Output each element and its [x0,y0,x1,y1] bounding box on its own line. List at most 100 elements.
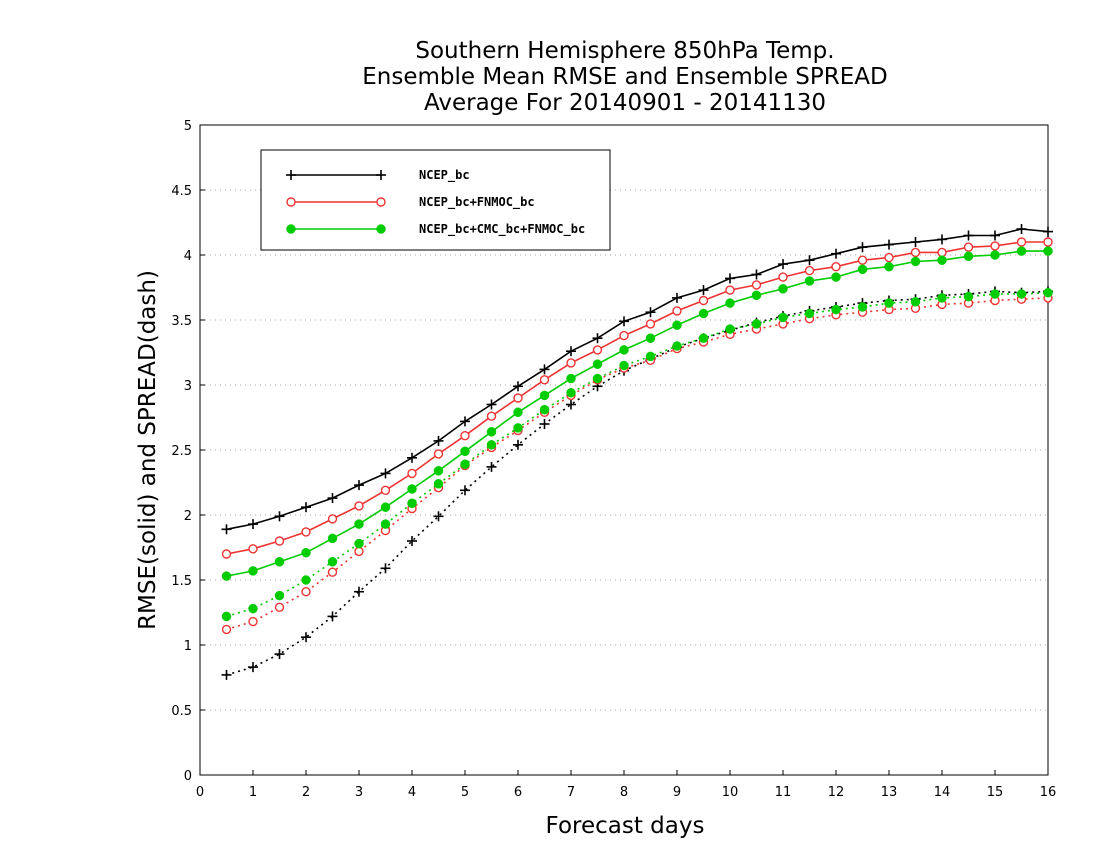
series-ncep-bc-cmc-bc-fnmoc-bc-spread-point [433,479,444,489]
x-tick-label: 16 [1040,785,1057,800]
series-ncep-bc-spread-point [433,511,444,522]
series-ncep-bc-spread-point [327,611,338,622]
series-ncep-bc-spread-point [486,461,497,472]
series-ncep-bc-fnmoc-bc-rmse-point [566,358,576,368]
series-ncep-bc-fnmoc-bc-rmse-point [751,280,762,290]
y-tick-label: 1 [184,639,192,654]
series-ncep-bc-fnmoc-bc-rmse-point [910,247,921,258]
x-tick-label: 0 [196,785,204,800]
series-ncep-bc-cmc-bc-fnmoc-bc-rmse-point [937,255,947,265]
x-axis-ticks: 0 1 2 3 4 5 6 7 8 9 10 11 12 13 14 15 16 [196,770,1056,800]
series-ncep-bc-cmc-bc-fnmoc-bc-spread-point [831,304,841,315]
series-ncep-bc-cmc-bc-fnmoc-bc-spread-point [486,440,497,450]
series-ncep-bc-spread-point [566,399,576,410]
series-ncep-bc-cmc-bc-fnmoc-bc-spread-point [778,312,788,323]
series-ncep-bc-fnmoc-bc-rmse-point [778,272,788,282]
x-tick-label: 13 [881,785,898,800]
series-ncep-bc-spread-point [513,439,523,450]
series-ncep-bc-fnmoc-bc-spread-point [248,616,258,627]
series-ncep-bc-rmse-point [804,255,815,266]
x-tick-label: 2 [302,785,310,800]
series-ncep-bc-cmc-bc-fnmoc-bc-spread-point [725,324,735,334]
series-ncep-bc-spread-point [407,536,417,546]
series-ncep-bc-cmc-bc-fnmoc-bc-spread-point [301,575,311,585]
series-ncep-bc-spread-line [226,290,1049,676]
series-ncep-bc-cmc-bc-fnmoc-bc-rmse-point [1016,246,1027,256]
series-ncep-bc-fnmoc-bc-rmse-point [831,262,841,272]
series-ncep-bc-cmc-bc-fnmoc-bc-spread-point [274,590,285,601]
series-ncep-bc-rmse-point [698,285,709,296]
legend-swatch-marker [376,197,386,207]
series-ncep-bc-fnmoc-bc-rmse-point [460,431,470,441]
series-ncep-bc-fnmoc-bc-rmse-point [937,247,947,258]
series-ncep-bc-cmc-bc-fnmoc-bc-rmse-point [857,264,868,275]
series-ncep-bc-rmse-point [566,346,576,357]
series-ncep-bc-cmc-bc-fnmoc-bc-spread-point [592,373,603,384]
y-tick-label: 3.5 [171,314,192,329]
series-ncep-bc-cmc-bc-fnmoc-bc-rmse-point [301,547,311,558]
series-ncep-bc-cmc-bc-fnmoc-bc-rmse-point [513,407,523,418]
series-ncep-bc-rmse-point [1043,226,1053,237]
series-ncep-bc-fnmoc-bc-rmse-point [884,252,894,263]
series-ncep-bc-cmc-bc-fnmoc-bc-spread-line [226,291,1049,618]
y-tick-label: 2.5 [171,444,192,459]
series-ncep-bc-cmc-bc-fnmoc-bc-spread-point [460,459,470,470]
series-ncep-bc-cmc-bc-fnmoc-bc-spread-point [963,291,974,302]
series-ncep-bc-cmc-bc-fnmoc-bc-spread-point [380,519,391,529]
series-ncep-bc-fnmoc-bc-rmse-point [963,242,974,252]
series-ncep-bc-spread-point [248,662,258,673]
legend-swatch-marker [286,224,296,234]
series-ncep-bc-rmse-point [857,242,868,253]
y-tick-label: 0.5 [171,704,192,719]
y-tick-label: 5 [184,119,192,134]
series-ncep-bc-spread-point [539,419,550,429]
series-ncep-bc-cmc-bc-fnmoc-bc-rmse-point [327,533,338,544]
series-ncep-bc-rmse-point [407,452,417,463]
series-ncep-bc-cmc-bc-fnmoc-bc-rmse-point [963,251,974,262]
series-ncep-bc-fnmoc-bc-rmse-point [857,255,868,265]
series-ncep-bc-cmc-bc-fnmoc-bc-spread-point [354,538,364,549]
series-ncep-bc-cmc-bc-fnmoc-bc-spread-point [566,388,576,398]
series-ncep-bc-cmc-bc-fnmoc-bc-rmse-point [778,284,788,294]
series-lines [221,224,1053,680]
legend: NCEP_bc NCEP_bc+FNMOC_bc NCEP_bc+CMC_bc+FN… [260,149,611,251]
series-ncep-bc-spread-point [380,563,391,574]
series-ncep-bc-cmc-bc-fnmoc-bc-rmse-point [592,359,603,369]
series-ncep-bc-cmc-bc-fnmoc-bc-spread-point [751,319,762,329]
series-ncep-bc-rmse-point [884,239,894,250]
x-tick-label: 9 [673,785,681,800]
series-ncep-bc-cmc-bc-fnmoc-bc-spread-point [1043,287,1053,298]
series-ncep-bc-cmc-bc-fnmoc-bc-rmse-point [354,519,364,529]
y-tick-label: 0 [184,769,192,784]
y-axis-ticks: 0 0.5 1 1.5 2 2.5 3 3.5 4 4.5 5 [171,119,205,784]
x-tick-label: 3 [355,785,363,800]
series-ncep-bc-rmse-point [725,273,735,284]
series-ncep-bc-fnmoc-bc-rmse-point [990,241,1000,251]
series-ncep-bc-cmc-bc-fnmoc-bc-rmse-point [698,308,709,319]
series-ncep-bc-cmc-bc-fnmoc-bc-rmse-point [645,333,656,343]
series-ncep-bc-spread-point [354,586,364,597]
series-ncep-bc-cmc-bc-fnmoc-bc-spread-point [221,611,232,622]
series-ncep-bc-fnmoc-bc-rmse-point [327,514,338,524]
y-tick-label: 4.5 [171,184,192,199]
x-tick-label: 1 [249,785,257,800]
series-ncep-bc-fnmoc-bc-rmse-point [698,295,709,306]
y-axis-title: RMSE(solid) and SPREAD(dash) [135,270,161,630]
series-ncep-bc-cmc-bc-fnmoc-bc-spread-point [619,360,629,371]
series-ncep-bc-fnmoc-bc-rmse-point [725,285,735,295]
series-ncep-bc-fnmoc-bc-rmse-point [672,306,682,316]
series-ncep-bc-cmc-bc-fnmoc-bc-rmse-point [831,272,841,282]
series-ncep-bc-rmse-point [672,292,682,303]
y-tick-label: 3 [184,379,192,394]
series-ncep-bc-cmc-bc-fnmoc-bc-spread-point [698,333,709,343]
series-ncep-bc-fnmoc-bc-rmse-point [513,393,523,403]
series-ncep-bc-rmse-point [486,399,497,410]
x-tick-label: 5 [461,785,469,800]
series-ncep-bc-rmse-point [433,435,444,446]
series-ncep-bc-cmc-bc-fnmoc-bc-rmse-point [751,290,762,301]
chart-title-line-3: Average For 20140901 - 20141130 [424,90,826,116]
series-ncep-bc-fnmoc-bc-rmse-point [380,485,391,495]
series-ncep-bc-rmse-point [354,480,364,491]
